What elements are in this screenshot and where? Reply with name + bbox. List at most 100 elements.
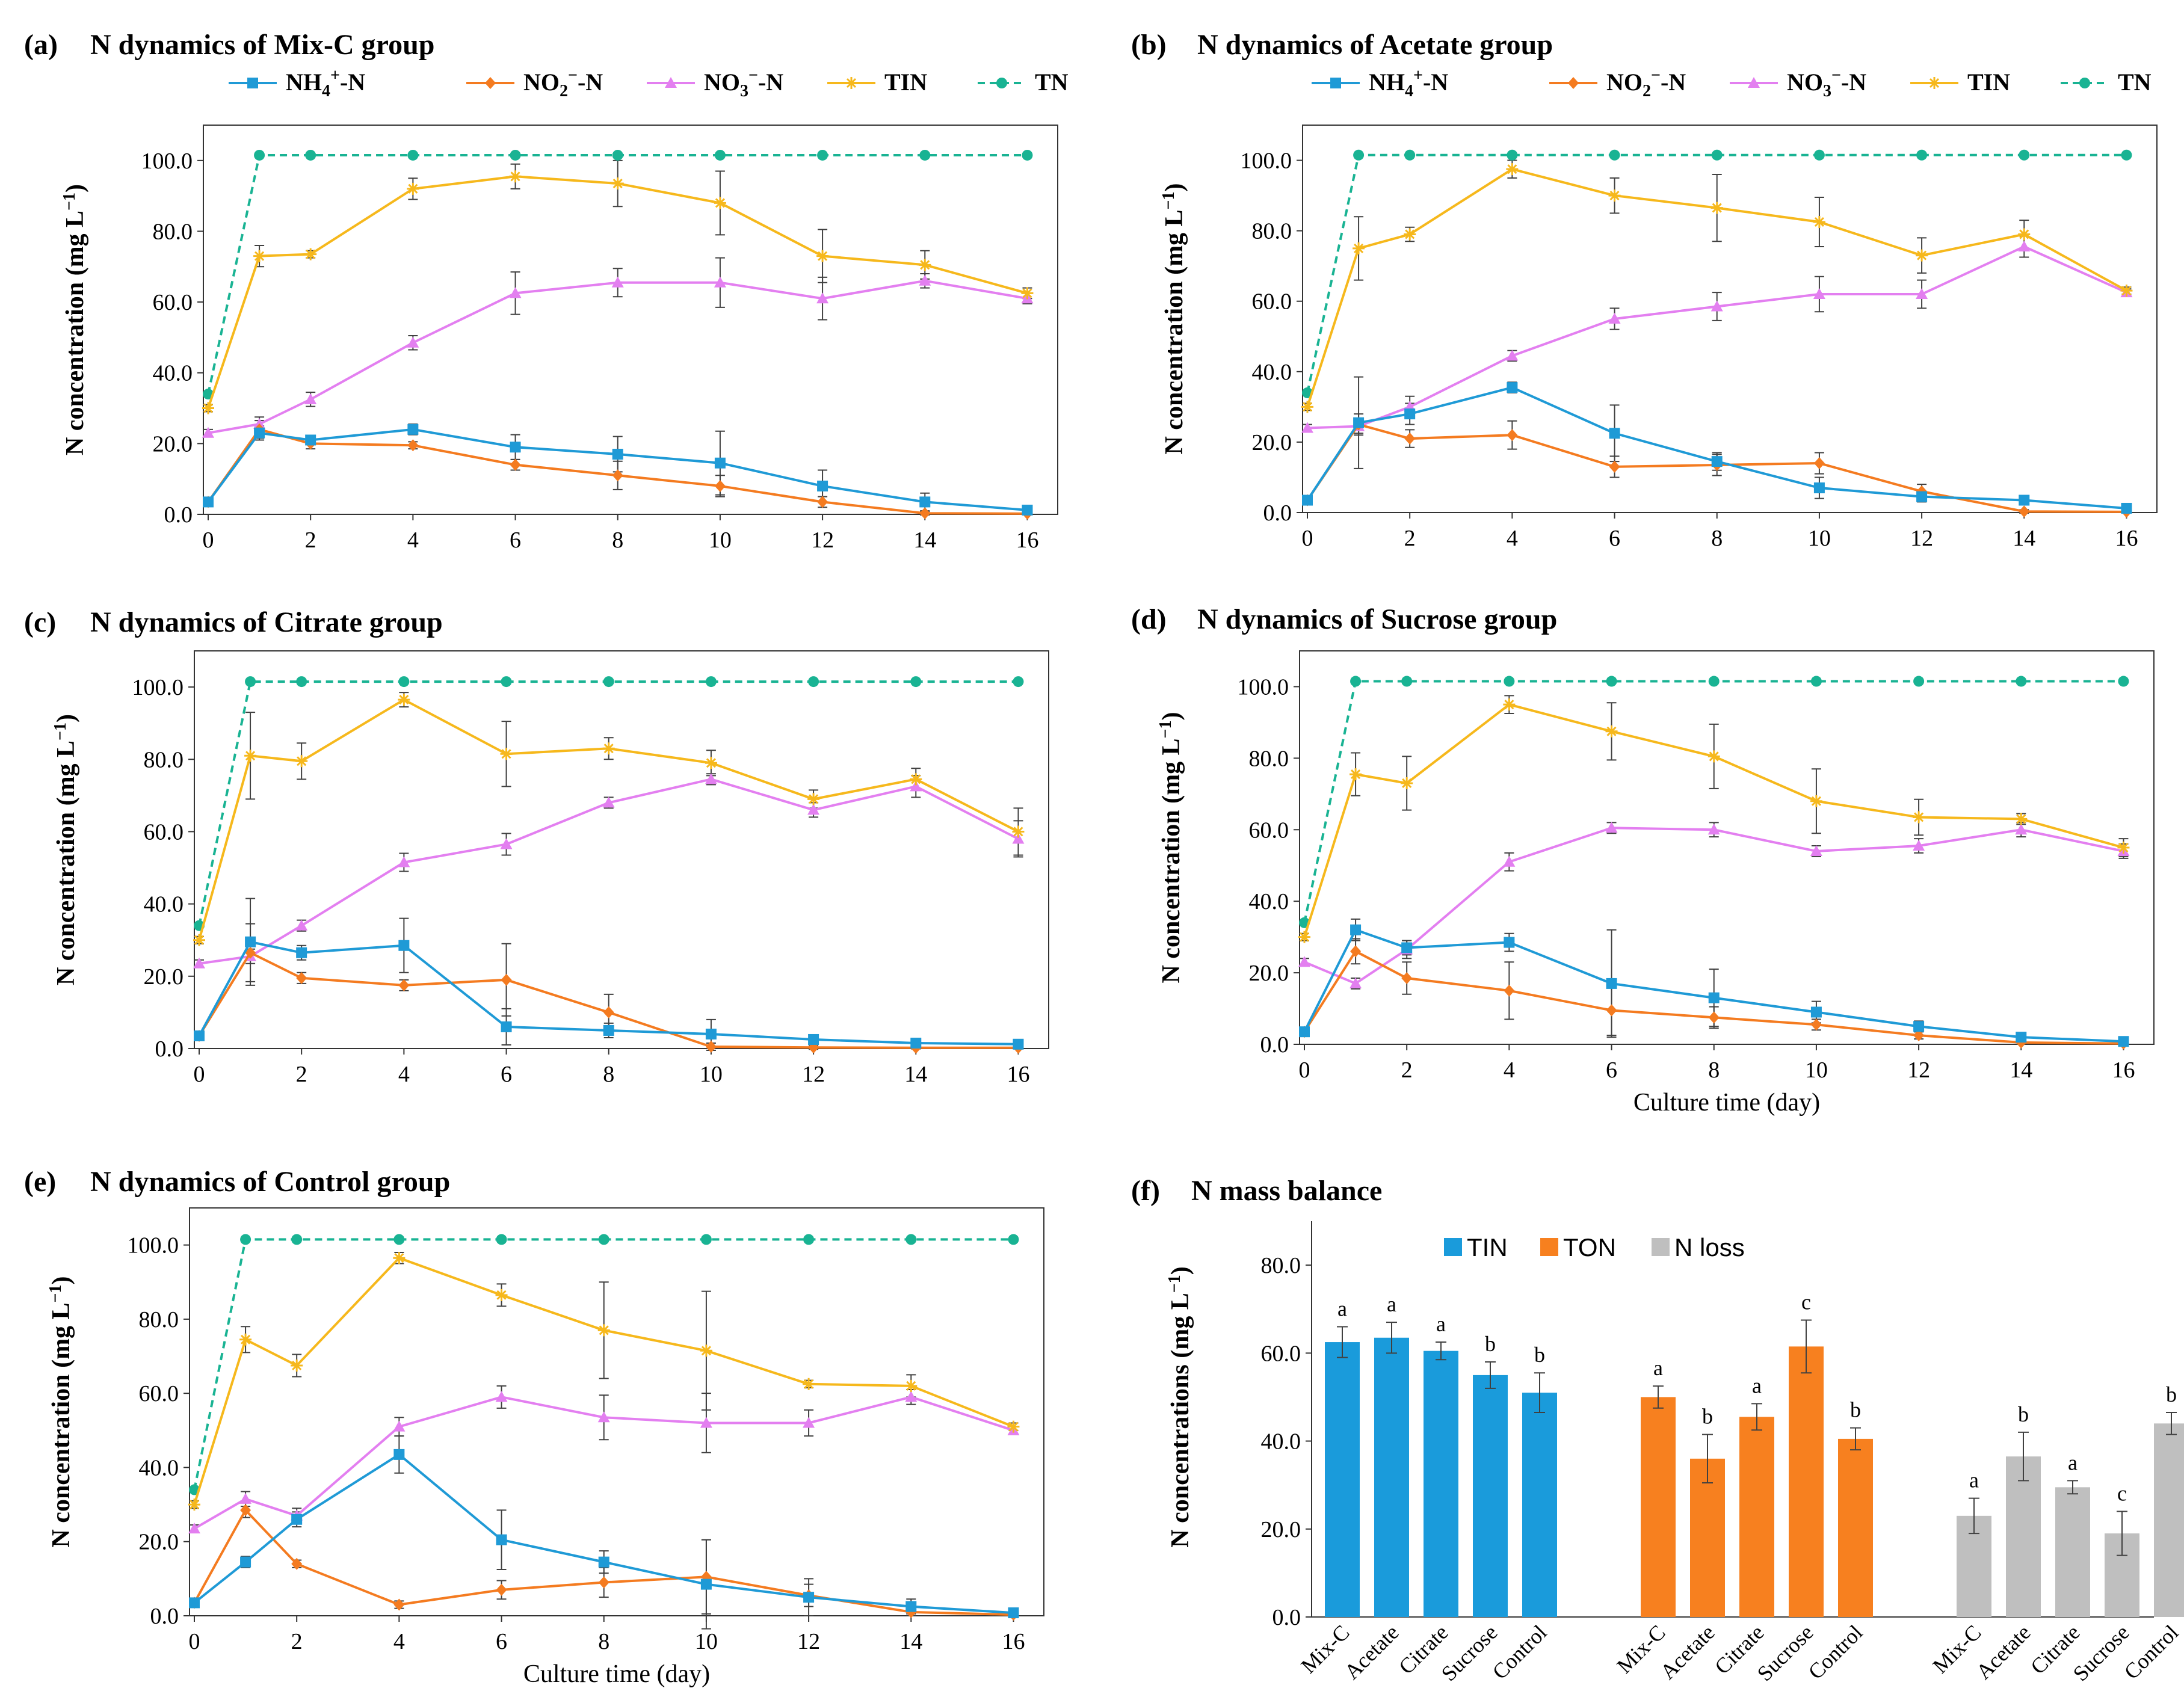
panel-title: N dynamics of Control group xyxy=(90,1166,450,1198)
data-point-TIN xyxy=(193,934,205,946)
data-point-NH4 xyxy=(398,940,410,951)
panel-label: (d) xyxy=(1131,603,1167,635)
legend-marker-TIN xyxy=(1928,77,1940,89)
x-tick-label: 6 xyxy=(501,1062,512,1087)
y-axis-label: N concentration (mg L−1) xyxy=(1156,712,1185,983)
data-point-NO3 xyxy=(803,1417,815,1428)
data-point-TIN xyxy=(239,1333,252,1346)
data-point-NH4 xyxy=(2118,1036,2129,1047)
x-tick-label: 14 xyxy=(899,1629,922,1654)
x-tick-label: 12 xyxy=(1907,1058,1930,1083)
data-point-TN xyxy=(700,1234,712,1245)
bar-bar_TIN xyxy=(1424,1350,1458,1617)
data-point-TIN xyxy=(1298,931,1310,943)
y-tick-label: 60.0 xyxy=(144,819,184,845)
data-point-TIN xyxy=(705,757,717,769)
legend-label-bar_Nloss: N loss xyxy=(1674,1233,1745,1261)
data-point-TN xyxy=(393,1234,405,1245)
data-point-NO2 xyxy=(240,1504,251,1517)
error-bar xyxy=(1337,1326,1348,1358)
data-point-NO3 xyxy=(495,1391,508,1402)
data-point-TIN xyxy=(1021,287,1034,300)
bar-bar_TIN xyxy=(1522,1393,1557,1617)
significance-letter: c xyxy=(1801,1290,1811,1314)
error-bar xyxy=(2067,1480,2078,1495)
legend: NH4+-N NO2−-N NO3−-N TIN TN xyxy=(229,66,1069,100)
data-point-NO3 xyxy=(905,1391,918,1402)
data-point-NH4 xyxy=(305,434,316,446)
x-tick-label: 2 xyxy=(1404,526,1416,551)
series-line-TIN xyxy=(198,698,1019,941)
error-bar xyxy=(1653,1385,1664,1409)
legend-label-NO3: NO3−-N xyxy=(1787,66,1866,100)
x-tick-label: 0 xyxy=(1299,1058,1310,1083)
legend-label-NO3: NO3−-N xyxy=(704,66,783,100)
data-point-NO2 xyxy=(1913,1029,1925,1042)
significance-letter: a xyxy=(1387,1292,1396,1316)
series-line-NO2 xyxy=(198,951,1019,1049)
data-point-NH4 xyxy=(501,1021,512,1032)
data-point-NO3 xyxy=(239,1492,252,1504)
data-point-NH4 xyxy=(2121,502,2132,514)
data-point-NH4 xyxy=(1350,924,1362,935)
data-point-TIN xyxy=(1350,768,1362,781)
y-tick-label: 20.0 xyxy=(139,1530,179,1555)
bar-bar_Nloss xyxy=(2006,1456,2041,1617)
data-point-NO2 xyxy=(2019,505,2030,518)
data-point-TN xyxy=(296,676,307,688)
data-point-TIN xyxy=(1353,242,1365,254)
x-tick-label: 0 xyxy=(194,1062,205,1087)
panel-title: N dynamics of Citrate group xyxy=(90,606,443,638)
category-label: Sucrose xyxy=(1437,1620,1502,1686)
data-point-TIN xyxy=(2015,813,2028,825)
x-tick-label: 4 xyxy=(1507,526,1518,551)
panel-b: (b) N dynamics of Acetate group 0.0 20.0 40.… xyxy=(1131,29,2158,551)
data-point-TN xyxy=(1350,676,1362,687)
bar-bar_TON xyxy=(1838,1438,1873,1617)
data-point-NH4 xyxy=(1022,504,1033,516)
series-line-NH4 xyxy=(1306,386,2127,510)
y-axis-label-text: N concentration (mg L−1) xyxy=(1159,183,1188,454)
data-point-NH4 xyxy=(1302,494,1313,506)
y-axis-label-text: N concentrations (mg L−1) xyxy=(1165,1266,1194,1547)
panel-e: (e) N dynamics of Control group 0.0 20.0 40.… xyxy=(24,1166,1044,1688)
data-point-NH4 xyxy=(496,1534,507,1545)
data-point-NO2 xyxy=(919,507,931,520)
x-tick-label: 16 xyxy=(2115,526,2138,551)
bar-bar_TIN xyxy=(1473,1375,1508,1617)
data-point-TN xyxy=(1008,1234,1019,1245)
data-point-TN xyxy=(1401,676,1413,687)
y-tick-label: 100.0 xyxy=(1238,674,1289,700)
data-point-NO2 xyxy=(398,979,410,991)
data-point-NO3 xyxy=(202,427,214,438)
x-tick-label: 14 xyxy=(2013,526,2035,551)
data-point-TN xyxy=(398,676,410,688)
bar-bar_TON xyxy=(1739,1417,1774,1617)
data-point-NH4 xyxy=(603,1024,614,1036)
data-point-NO3 xyxy=(1298,956,1310,967)
x-tick-label: 12 xyxy=(811,528,834,553)
data-point-NH4 xyxy=(598,1556,609,1568)
data-point-TN xyxy=(501,676,512,688)
data-point-NH4 xyxy=(203,496,214,508)
data-point-TN xyxy=(1022,149,1033,161)
x-tick-label: 14 xyxy=(913,528,936,553)
data-point-NO2 xyxy=(407,439,419,452)
data-point-TIN xyxy=(1012,825,1025,838)
legend-marker-TIN xyxy=(845,77,857,89)
error-bar xyxy=(2117,1511,2127,1556)
x-tick-label: 10 xyxy=(1808,526,1831,551)
significance-letter: b xyxy=(2166,1382,2177,1406)
error-bar xyxy=(1702,1434,1713,1484)
data-point-TIN xyxy=(807,793,820,805)
data-point-TN xyxy=(305,149,316,161)
error-bar xyxy=(1436,1341,1446,1361)
x-tick-label: 16 xyxy=(1002,1629,1025,1654)
data-point-TN xyxy=(705,676,717,688)
y-axis-label: N concentration (mg L−1) xyxy=(1159,183,1188,454)
x-tick-label: 12 xyxy=(797,1629,820,1654)
data-point-NH4 xyxy=(714,457,726,469)
data-point-NH4 xyxy=(1504,937,1515,948)
legend-marker-NO3 xyxy=(1748,77,1760,88)
data-point-TN xyxy=(919,149,931,161)
